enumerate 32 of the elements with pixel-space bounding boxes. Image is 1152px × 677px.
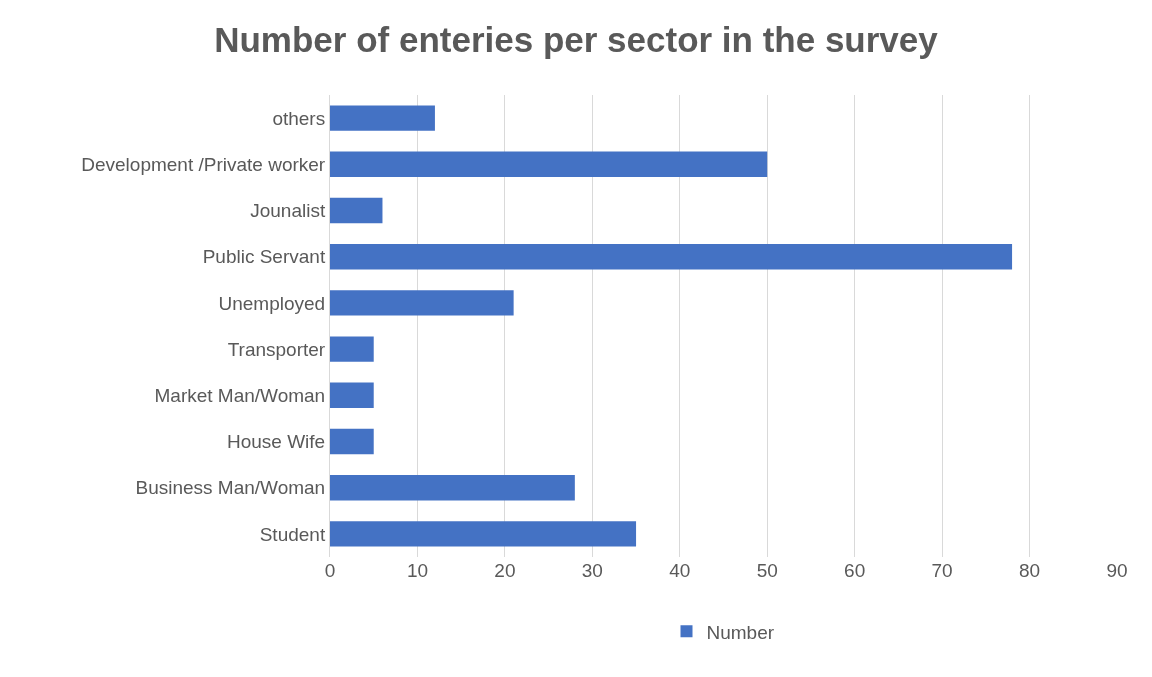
bar [330, 290, 514, 316]
bar [330, 151, 768, 178]
chart-title: Number of enteries per sector in the survey [214, 19, 939, 59]
x-tick-label: 50 [756, 560, 778, 581]
bar [330, 428, 374, 455]
bar [330, 105, 435, 131]
bar [330, 197, 383, 224]
y-tick-label: Transporter [227, 338, 326, 360]
x-tick-label: 70 [931, 560, 953, 581]
bar [330, 382, 374, 409]
y-tick-label: Market Man/Woman [154, 384, 326, 406]
legend-label: Number [706, 621, 775, 643]
y-tick-label: House Wife [227, 431, 326, 453]
y-tick-label: Student [259, 523, 326, 545]
x-tick-label: 10 [406, 560, 429, 581]
y-tick-label: Business Man/Woman [135, 477, 326, 499]
y-tick-label: Unemployed [218, 292, 326, 314]
y-tick-label: others [272, 107, 326, 129]
y-tick-label: Jounalist [250, 200, 326, 222]
x-tick-label: 20 [494, 560, 516, 581]
bar [330, 521, 637, 547]
y-tick-label: Development /Private worker [81, 153, 326, 175]
bar [330, 475, 575, 501]
x-tick-label: 40 [669, 560, 691, 581]
bar [330, 244, 1013, 270]
x-tick-label: 90 [1106, 560, 1128, 581]
x-tick-label: 80 [1018, 560, 1041, 581]
bar [330, 336, 374, 362]
x-tick-label: 0 [324, 560, 336, 581]
x-tick-label: 30 [581, 560, 603, 581]
y-tick-label: Public Servant [202, 246, 326, 268]
x-tick-label: 60 [844, 560, 866, 581]
